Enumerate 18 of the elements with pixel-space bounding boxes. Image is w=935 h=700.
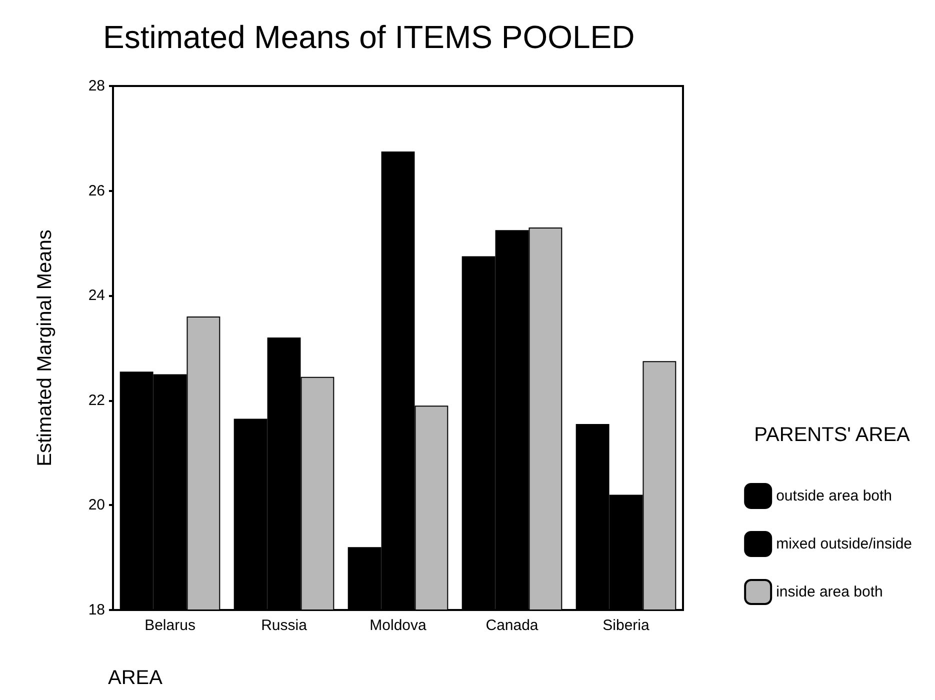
y-tick-label: 18 [88,602,105,618]
legend-label: mixed outside/inside [776,536,912,552]
legend-label: inside area both [776,584,883,600]
y-tick-label: 28 [88,78,105,94]
x-tick-label: Moldova [370,617,428,634]
x-tick-label: Siberia [602,617,650,634]
y-axis-title: Estimated Marginal Means [34,230,56,466]
chart-title: Estimated Means of ITEMS POOLED [103,19,635,55]
y-tick-label: 26 [88,182,105,200]
legend-label: outside area both [776,488,892,504]
y-tick-label: 22 [88,392,105,409]
x-tick-label: Russia [261,617,308,634]
legend-title: PARENTS' AREA [754,424,911,446]
x-axis-title: AREA [108,667,164,689]
y-tick-label: 24 [88,287,105,304]
x-tick-label: Belarus [144,617,196,634]
y-tick-label: 20 [88,496,105,514]
x-tick-label: Canada [486,617,539,634]
